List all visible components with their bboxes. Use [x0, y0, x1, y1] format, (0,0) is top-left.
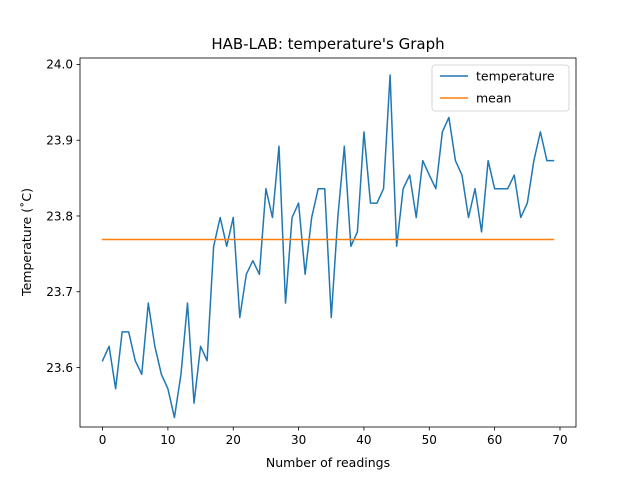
x-tick-label: 40 [356, 433, 371, 447]
x-tick-label: 70 [552, 433, 567, 447]
legend-label-mean: mean [476, 91, 511, 106]
y-tick-label: 23.6 [46, 361, 73, 375]
legend: temperature mean [431, 64, 570, 112]
x-tick-label: 60 [487, 433, 502, 447]
chart-title: HAB-LAB: temperature's Graph [211, 35, 444, 53]
legend-label-temperature: temperature [476, 69, 555, 84]
x-axis-label: Number of readings [266, 455, 390, 470]
x-tick-label: 10 [160, 433, 175, 447]
x-tick-label: 0 [99, 433, 107, 447]
series-line-temperature [101, 74, 555, 419]
plot-area [101, 74, 555, 419]
y-tick-label: 24.0 [46, 58, 73, 72]
x-tick-label: 50 [422, 433, 437, 447]
y-tick-label: 23.7 [46, 285, 73, 299]
y-tick-label: 23.8 [46, 209, 73, 223]
y-tick-label: 23.9 [46, 134, 73, 148]
y-axis-label: Temperature (˚C) [19, 188, 34, 297]
x-tick-label: 30 [291, 433, 306, 447]
axes: 0 10 20 30 40 50 60 70 23.6 23.7 23.8 23.9 24.0 [46, 57, 577, 447]
axes-frame [79, 57, 577, 428]
x-tick-label: 20 [226, 433, 241, 447]
